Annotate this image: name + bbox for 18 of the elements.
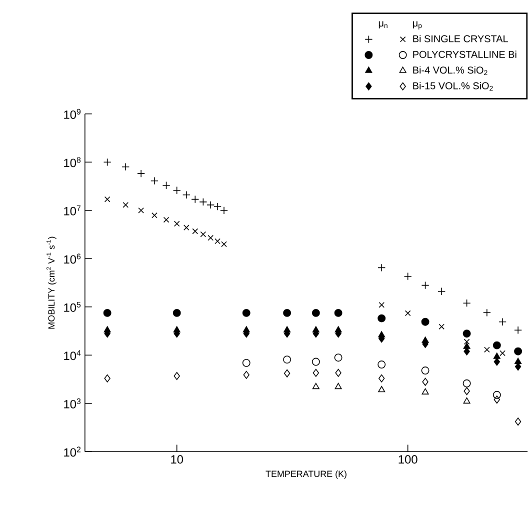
y-tick-label: 10$^{2}$ [64, 446, 81, 457]
y-tick-label: 10$^{7}$ [64, 206, 81, 216]
y-tick-label: 10$^{8}$ [64, 157, 81, 168]
legend-label: Bi-4 VOL.% SiO$_{2}$ [413, 66, 488, 76]
x-tick-label: 10 [171, 455, 184, 464]
legend-label: Bi-15 VOL.% SiO$_{2}$ [413, 82, 493, 91]
y-tick-label: 10$^{5}$ [64, 302, 81, 312]
text: μ$_{p}$ [413, 21, 422, 30]
y-tick-label: 10$^{6}$ [64, 254, 81, 264]
legend-label: POLYCRYSTALLINE Bi [413, 50, 516, 58]
x-tick-label: 100 [398, 455, 418, 464]
legend-label: Bi SINGLE CRYSTAL [413, 35, 508, 42]
y-tick-label: 10$^{4}$ [64, 350, 81, 360]
y-axis-title: MOBILITY (cm$^{2}$ V$^{-1}$ s$^{-1}$) [46, 236, 56, 329]
y-tick-label: 10$^{3}$ [64, 398, 81, 409]
x-axis-title: TEMPERATURE (K) [266, 470, 346, 480]
text: μ$_{n}$ [378, 21, 388, 29]
y-tick-label: 10$^{9}$ [64, 109, 81, 120]
